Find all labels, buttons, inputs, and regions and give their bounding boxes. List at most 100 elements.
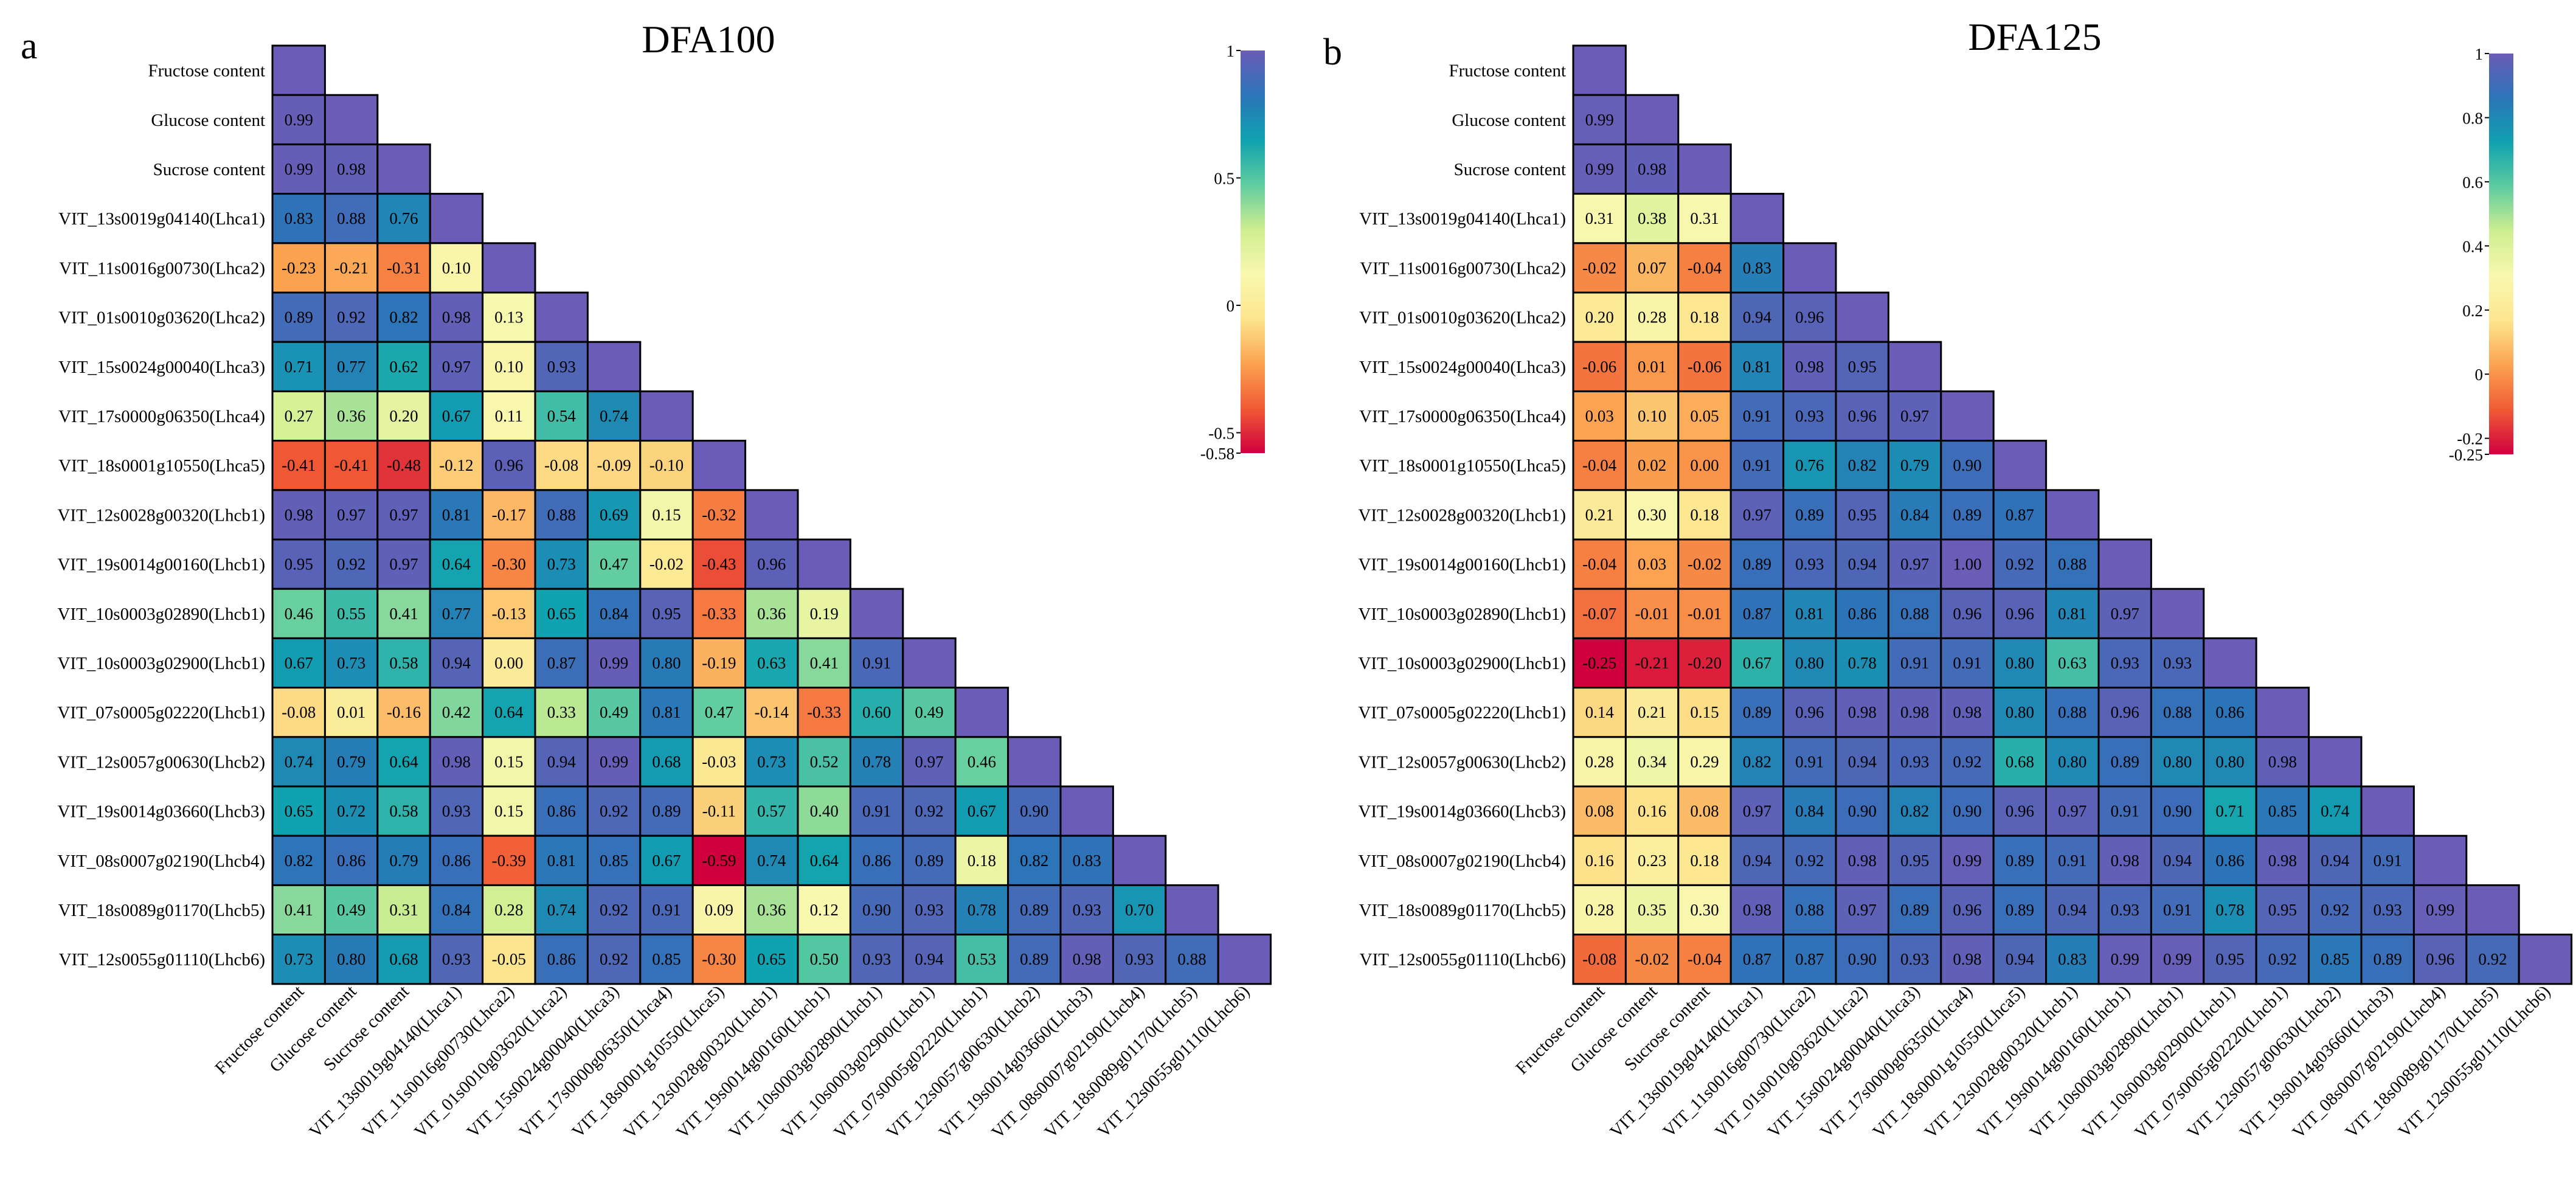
cell-value-label: 0.97 [389, 505, 418, 524]
cell-value-label: 0.15 [652, 505, 680, 524]
cell-value-label: 0.64 [810, 851, 839, 870]
heatmap-cell [324, 637, 379, 689]
cell-value-label: 0.89 [1743, 703, 1771, 721]
heatmap-cell [797, 934, 851, 985]
cell-value-label: 0.93 [1125, 950, 1154, 968]
heatmap-panel-a: a DFA100 Fructose content Glucose content 0.… [21, 18, 1272, 1142]
cell-value-label: 0.28 [1638, 308, 1666, 327]
cell-value-label: 0.80 [2006, 654, 2034, 672]
cell-value-label: 0.84 [1795, 802, 1824, 820]
heatmap-cell [429, 242, 484, 294]
cell-value-label: -0.01 [1688, 605, 1722, 623]
heatmap-cell [2045, 785, 2100, 837]
heatmap-cell [2097, 736, 2152, 788]
colorbar-tick-label: -0.5 [1208, 424, 1234, 442]
cell-value-label: 0.92 [337, 308, 365, 327]
row-label: VIT_15s0024g00040(Lhca3) [1359, 358, 1566, 377]
heatmap-cell [376, 193, 431, 245]
heatmap-cell [534, 834, 589, 886]
cell-value-label: 0.89 [2373, 950, 2402, 968]
heatmap-cell [744, 637, 799, 689]
cell-value-label: -0.59 [702, 851, 736, 870]
diagonal-cell [639, 390, 694, 442]
diagonal-cell [1217, 934, 1272, 985]
heatmap-cell [2203, 834, 2257, 886]
cell-value-label: 0.21 [1585, 505, 1614, 524]
cell-value-label: 0.01 [337, 703, 365, 721]
heatmap-cell [1677, 934, 1732, 985]
cell-value-label: 0.89 [1020, 950, 1048, 968]
cell-value-label: 0.38 [1638, 209, 1666, 227]
heatmap-cell [534, 588, 589, 639]
cell-value-label: 0.98 [285, 505, 313, 524]
cell-value-label: 0.91 [2111, 802, 2139, 820]
cell-value-label: 0.31 [389, 901, 418, 919]
heatmap-cell [2412, 884, 2468, 936]
cell-value-label: 0.31 [1690, 209, 1719, 227]
cell-value-label: 0.97 [389, 555, 418, 574]
cell-value-label: -0.04 [1582, 456, 1617, 474]
cell-value-label: -0.16 [387, 703, 421, 721]
cell-value-label: 0.89 [2006, 851, 2034, 870]
row-label: VIT_18s0001g10550(Lhca5) [1359, 456, 1566, 476]
heatmap-cell [324, 291, 379, 343]
heatmap-cell [1835, 736, 1889, 788]
cell-value-label: 0.60 [862, 703, 891, 721]
heatmap-cell [1624, 834, 1680, 886]
cell-value-label: 0.82 [1848, 456, 1877, 474]
cell-value-label: -0.21 [1635, 654, 1669, 672]
cell-value-label: 0.98 [1848, 851, 1877, 870]
cell-value-label: 0.97 [2058, 802, 2086, 820]
cell-value-label: 0.33 [547, 703, 576, 721]
cell-value-label: 0.92 [2006, 555, 2034, 574]
cell-value-label: 0.97 [1848, 901, 1877, 919]
row-label: Fructose content [148, 61, 265, 81]
cell-value-label: 0.46 [285, 605, 313, 623]
heatmap-cell [1572, 884, 1627, 936]
cell-value-label: 0.88 [2058, 555, 2086, 574]
heatmap-cell [534, 736, 589, 788]
diagonal-cell [2045, 489, 2100, 541]
cell-value-label: -0.48 [387, 456, 421, 474]
heatmap-cell [1624, 934, 1680, 985]
heatmap-cell [797, 834, 851, 886]
cell-value-label: 0.28 [494, 901, 523, 919]
diagonal-cell [271, 44, 326, 96]
cell-value-label: 0.87 [547, 654, 576, 672]
heatmap-cell [1007, 934, 1062, 985]
cell-value-label: -0.02 [1635, 950, 1669, 968]
diagonal-cell [534, 291, 589, 343]
cell-value-label: 0.96 [757, 555, 786, 574]
cell-value-label: 0.84 [442, 901, 471, 919]
cell-value-label: 0.55 [337, 605, 365, 623]
colorbar-tick-label: 0.8 [2462, 109, 2483, 127]
heatmap-cell [954, 884, 1009, 936]
heatmap-cell [639, 736, 694, 788]
cell-value-label: 0.81 [1743, 358, 1771, 376]
cell-value-label: 0.98 [2111, 851, 2139, 870]
row-label: VIT_19s0014g00160(Lhcb1) [1358, 555, 1566, 575]
cell-value-label: 0.88 [2058, 703, 2086, 721]
cell-value-label: 0.49 [337, 901, 365, 919]
cell-value-label: 0.89 [2111, 752, 2139, 771]
heatmap-cell [1677, 390, 1732, 442]
heatmap-cell [2045, 934, 2100, 985]
cell-value-label: 0.88 [2163, 703, 2192, 721]
cell-value-label: 0.62 [389, 358, 418, 376]
cell-value-label: 0.68 [389, 950, 418, 968]
cell-value-label: 0.93 [2163, 654, 2192, 672]
cell-value-label: 0.85 [2321, 950, 2349, 968]
diagonal-cell [1782, 242, 1837, 294]
row-label: VIT_15s0024g00040(Lhca3) [58, 358, 265, 377]
cell-value-label: 0.88 [1900, 605, 1929, 623]
cell-value-label: 0.95 [1848, 505, 1877, 524]
heatmap-cell [1835, 934, 1889, 985]
diagonal-cell [2097, 538, 2152, 590]
column-label: Fructose content [211, 982, 308, 1078]
cell-value-label: 0.68 [2006, 752, 2034, 771]
cell-value-label: 0.92 [2478, 950, 2507, 968]
diagonal-cell [1992, 440, 2048, 491]
cell-value-label: 0.16 [1585, 851, 1614, 870]
diagonal-cell [1572, 44, 1627, 96]
heatmap-cell [954, 834, 1009, 886]
